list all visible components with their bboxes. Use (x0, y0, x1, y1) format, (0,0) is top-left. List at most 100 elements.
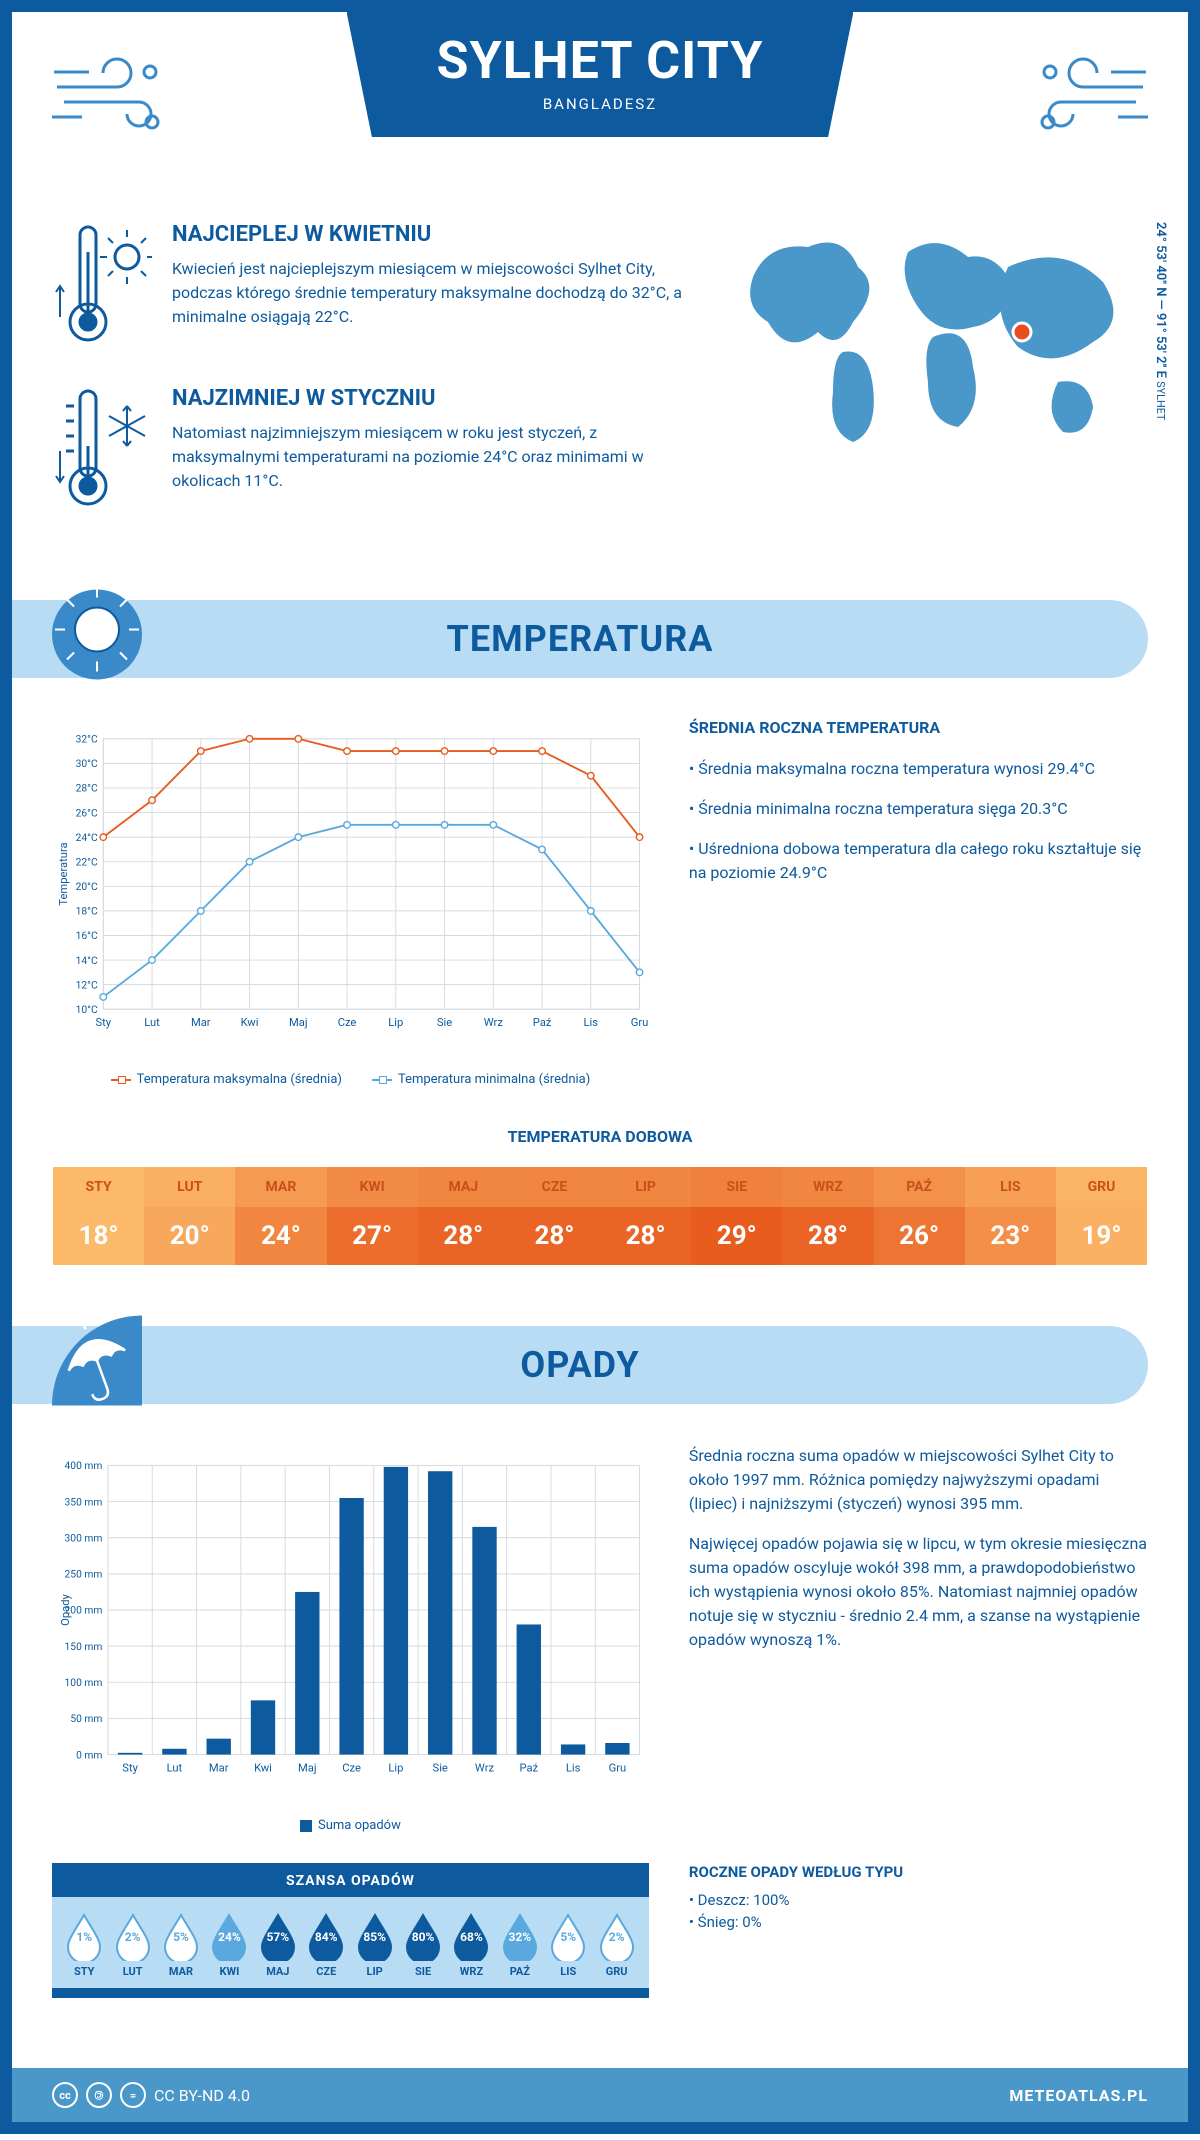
daily-month: LIP (600, 1167, 691, 1207)
chance-value: 68% (460, 1930, 483, 1944)
temp-bullet: • Średnia minimalna roczna temperatura s… (689, 797, 1148, 821)
raindrop-icon: 57% (258, 1911, 298, 1961)
chance-value: 2% (125, 1930, 141, 1944)
raindrop-icon: 32% (500, 1911, 540, 1961)
chance-value: 5% (173, 1930, 189, 1944)
svg-text:30°C: 30°C (76, 757, 98, 770)
raindrop-icon: 5% (548, 1911, 588, 1961)
svg-text:Gru: Gru (609, 1761, 627, 1774)
svg-text:10°C: 10°C (76, 1003, 98, 1016)
svg-text:Paź: Paź (519, 1761, 538, 1774)
daily-value: 27° (327, 1207, 418, 1265)
chance-month: LIS (544, 1965, 592, 1978)
chance-cell: 24% KWI (205, 1911, 253, 1978)
footer-brand: METEOATLAS.PL (1009, 2086, 1148, 2105)
coldest-block: NAJZIMNIEJ W STYCZNIU Natomiast najzimni… (52, 386, 688, 520)
daily-month: CZE (509, 1167, 600, 1207)
svg-text:12°C: 12°C (76, 978, 98, 991)
hero: SYLHET CITY BANGLADESZ (52, 12, 1148, 192)
chance-value: 1% (76, 1930, 92, 1944)
chance-cell: 1% STY (60, 1911, 108, 1978)
legend-min-label: Temperatura minimalna (średnia) (398, 1072, 590, 1087)
svg-text:50 mm: 50 mm (70, 1712, 102, 1725)
chance-cell: 5% MAR (157, 1911, 205, 1978)
svg-text:24°C: 24°C (76, 831, 98, 844)
chance-value: 84% (315, 1930, 338, 1944)
temp-info-heading: ŚREDNIA ROCZNA TEMPERATURA (689, 718, 1148, 737)
daily-value: 24° (235, 1207, 326, 1265)
svg-text:Kwi: Kwi (254, 1761, 272, 1774)
svg-text:Lip: Lip (388, 1761, 403, 1774)
svg-text:Maj: Maj (298, 1761, 317, 1774)
license-text: CC BY-ND 4.0 (154, 2086, 250, 2105)
svg-text:300 mm: 300 mm (65, 1531, 103, 1544)
chance-month: MAR (157, 1965, 205, 1978)
temp-bullet: • Średnia maksymalna roczna temperatura … (689, 757, 1148, 781)
world-map-icon (728, 222, 1148, 472)
precip-p2: Najwięcej opadów pojawia się w lipcu, w … (689, 1532, 1148, 1652)
daily-month: STY (53, 1167, 144, 1207)
svg-text:Wrz: Wrz (475, 1761, 495, 1774)
svg-text:150 mm: 150 mm (65, 1640, 103, 1653)
daily-value: 28° (600, 1207, 691, 1265)
chance-value: 85% (363, 1930, 386, 1944)
chance-month: WRZ (447, 1965, 495, 1978)
intro-section: NAJCIEPLEJ W KWIETNIU Kwiecień jest najc… (52, 222, 1148, 550)
svg-text:Lut: Lut (144, 1016, 160, 1029)
svg-text:Kwi: Kwi (241, 1016, 259, 1029)
temp-bullet: • Uśredniona dobowa temperatura dla całe… (689, 837, 1148, 885)
svg-text:Wrz: Wrz (484, 1016, 504, 1029)
precip-by-type: ROCZNE OPADY WEDŁUG TYPU • Deszcz: 100%•… (689, 1863, 1148, 2028)
chance-cell: 2% GRU (592, 1911, 640, 1978)
raindrop-icon: 2% (113, 1911, 153, 1961)
svg-text:26°C: 26°C (76, 806, 98, 819)
daily-month: MAJ (418, 1167, 509, 1207)
daily-value: 18° (53, 1207, 144, 1265)
daily-cell: LUT 20° (144, 1167, 235, 1265)
raindrop-icon: 5% (161, 1911, 201, 1961)
coldest-heading: NAJZIMNIEJ W STYCZNIU (172, 386, 688, 411)
precip-title: OPADY (12, 1344, 1148, 1386)
chance-value: 80% (412, 1930, 435, 1944)
precip-bar-chart: 0 mm50 mm100 mm150 mm200 mm250 mm300 mm3… (52, 1444, 649, 1833)
svg-text:Maj: Maj (289, 1016, 308, 1029)
temperature-info: ŚREDNIA ROCZNA TEMPERATURA • Średnia mak… (689, 718, 1148, 1087)
raindrop-icon: 2% (597, 1911, 637, 1961)
svg-text:Sty: Sty (122, 1761, 138, 1774)
daily-value: 19° (1056, 1207, 1147, 1265)
daily-month: WRZ (782, 1167, 873, 1207)
chance-value: 2% (609, 1930, 625, 1944)
precip-info: Średnia roczna suma opadów w miejscowośc… (689, 1444, 1148, 1833)
svg-text:18°C: 18°C (76, 905, 98, 918)
chance-cell: 85% LIP (350, 1911, 398, 1978)
svg-text:350 mm: 350 mm (65, 1495, 103, 1508)
daily-cell: WRZ 28° (782, 1167, 873, 1265)
wind-icon (52, 42, 172, 146)
svg-text:400 mm: 400 mm (65, 1459, 103, 1472)
chance-value: 24% (218, 1930, 241, 1944)
precip-chance-box: SZANSA OPADÓW 1% STY 2% LUT 5% MAR 24% K… (52, 1863, 649, 1998)
umbrella-icon (52, 1316, 142, 1406)
svg-text:32°C: 32°C (76, 733, 98, 746)
daily-cell: KWI 27° (327, 1167, 418, 1265)
chance-month: MAJ (254, 1965, 302, 1978)
temperature-line-chart: 10°C12°C14°C16°C18°C20°C22°C24°C26°C28°C… (52, 718, 649, 1087)
chance-value: 5% (560, 1930, 576, 1944)
location-marker-icon (1013, 323, 1031, 341)
precip-legend: Suma opadów (52, 1818, 649, 1833)
svg-text:22°C: 22°C (76, 855, 98, 868)
svg-text:Paź: Paź (533, 1016, 552, 1029)
daily-cell: CZE 28° (509, 1167, 600, 1265)
chance-cell: 84% CZE (302, 1911, 350, 1978)
raindrop-icon: 1% (64, 1911, 104, 1961)
svg-text:Lip: Lip (388, 1016, 403, 1029)
daily-cell: MAR 24° (235, 1167, 326, 1265)
daily-value: 29° (691, 1207, 782, 1265)
chance-month: GRU (592, 1965, 640, 1978)
temperature-banner: TEMPERATURA (12, 600, 1148, 678)
type-heading: ROCZNE OPADY WEDŁUG TYPU (689, 1863, 1148, 1881)
svg-text:Mar: Mar (209, 1761, 229, 1774)
warmest-block: NAJCIEPLEJ W KWIETNIU Kwiecień jest najc… (52, 222, 688, 356)
daily-value: 28° (509, 1207, 600, 1265)
chance-cell: 68% WRZ (447, 1911, 495, 1978)
